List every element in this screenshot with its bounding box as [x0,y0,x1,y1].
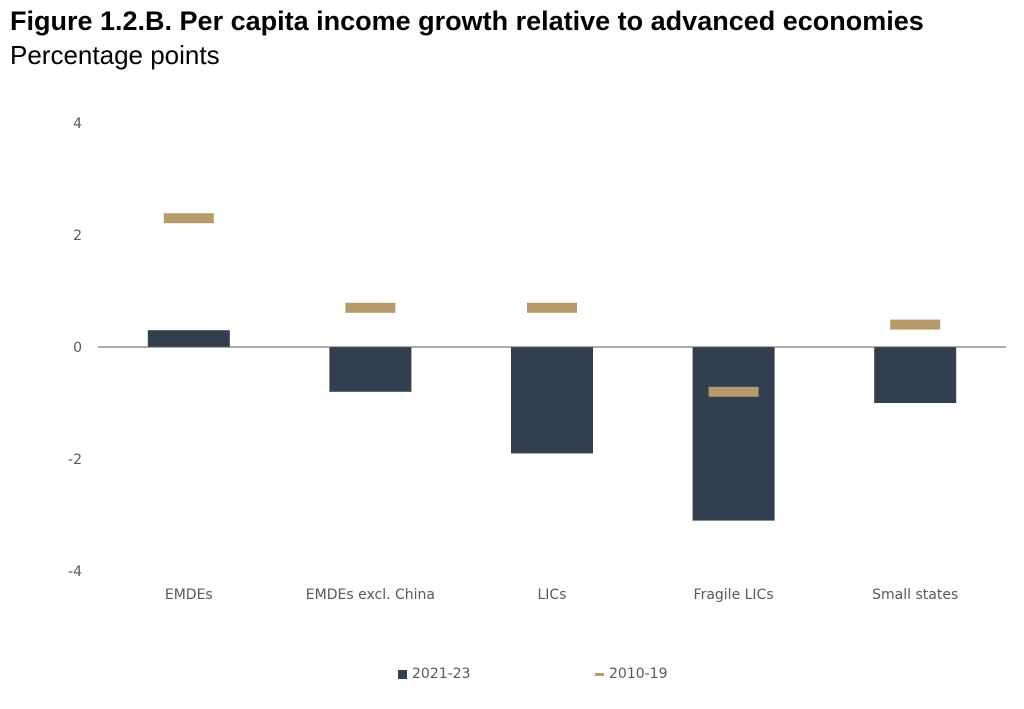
marker-2010-19 [890,319,941,330]
x-category-label: Fragile LICs [694,587,774,603]
chart-subtitle: Percentage points [10,40,220,70]
marker-2010-19 [163,213,214,224]
legend-swatch-dash [595,672,604,676]
legend: 2021-23 2010-19 [0,666,1024,688]
marker-2010-19 [345,302,396,313]
y-tick-label: 4 [73,116,82,132]
y-tick-label: 2 [73,228,82,244]
y-tick-label: -4 [68,564,82,580]
legend-item-2010-19: 2010-19 [595,666,668,682]
marker-2010-19 [708,386,759,397]
bar-2021-23 [511,347,593,454]
x-axis-labels: EMDEs EMDEs excl. China LICs Fragile LICs Sm… [165,587,958,603]
x-category-label: EMDEs [165,587,213,603]
x-category-label: LICs [538,587,567,603]
y-axis-ticks: 4 2 0 -2 -4 [68,116,82,580]
x-category-label: Small states [872,587,958,603]
bar-2021-23 [147,330,230,347]
chart-title: Figure 1.2.B. Per capita income growth r… [10,6,924,36]
x-category-label: EMDEs excl. China [306,587,435,603]
legend-label-2010-19: 2010-19 [609,666,668,682]
bar-2021-23 [329,347,412,392]
bar-series-2021-23 [147,330,957,521]
legend-label-2021-23: 2021-23 [412,666,471,682]
y-tick-label: 0 [73,340,82,356]
bar-2021-23 [874,347,957,403]
legend-item-2021-23: 2021-23 [398,666,471,682]
bar-2021-23 [692,347,775,521]
marker-2010-19 [527,302,577,313]
y-tick-label: -2 [68,452,82,468]
marker-series-2010-19 [163,213,941,397]
legend-swatch-bar [398,669,407,679]
